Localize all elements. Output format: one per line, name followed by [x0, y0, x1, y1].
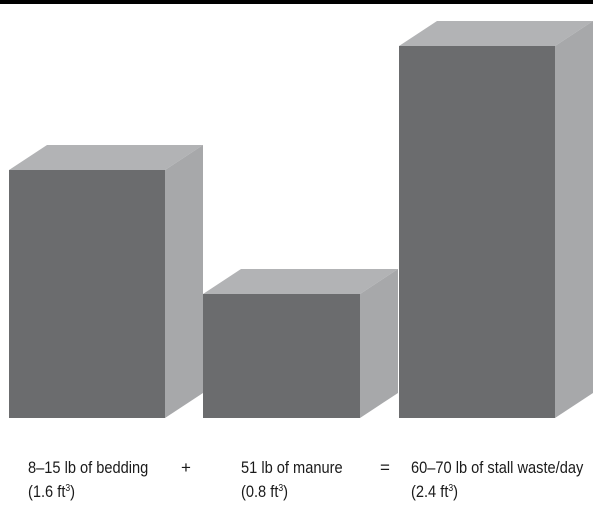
- stall-waste-volume: (2.4 ft3): [411, 482, 459, 501]
- equals-sign: =: [380, 458, 390, 477]
- stall-waste-box-side: [555, 21, 593, 418]
- stall-waste-box: [399, 21, 593, 418]
- bedding-volume: (1.6 ft3): [28, 482, 76, 501]
- bedding-box-top: [9, 145, 203, 170]
- bedding-label: 8–15 lb of bedding (1.6 ft3): [28, 456, 148, 504]
- stall-waste-box-top: [399, 21, 593, 46]
- manure-box-side: [360, 269, 398, 418]
- top-rule: [0, 0, 593, 4]
- stall-waste-box-front: [399, 46, 555, 418]
- bedding-box: [9, 145, 203, 418]
- bedding-weight: 8–15 lb of bedding: [28, 458, 149, 477]
- manure-box-top: [203, 269, 398, 294]
- bedding-box-side: [165, 145, 203, 418]
- manure-weight: 51 lb of manure: [241, 458, 343, 477]
- plus-sign: +: [181, 458, 191, 477]
- manure-volume: (0.8 ft3): [241, 482, 289, 501]
- manure-label: 51 lb of manure (0.8 ft3): [241, 456, 343, 504]
- stall-waste-weight: 60–70 lb of stall waste/day: [411, 458, 584, 477]
- bedding-box-front: [9, 170, 165, 418]
- manure-box-front: [203, 294, 360, 418]
- stall-waste-label: 60–70 lb of stall waste/day (2.4 ft3): [411, 456, 583, 504]
- manure-box: [203, 269, 398, 418]
